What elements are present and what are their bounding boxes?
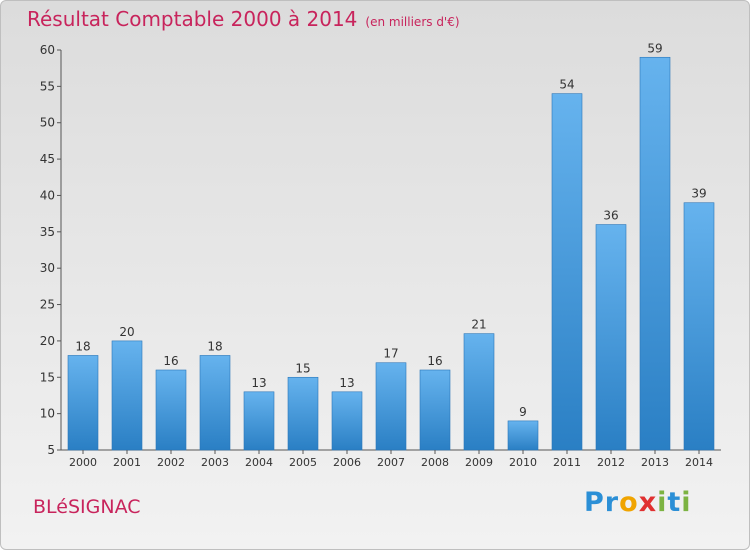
bar-value-label: 18 [75,339,90,353]
bar [683,202,715,451]
bar-value-label: 15 [295,361,310,375]
chart-subtitle: (en milliers d'€) [365,15,460,29]
bar [199,355,231,451]
x-tick-label: 2006 [333,456,361,469]
bar-value-label: 20 [119,325,134,339]
y-tick-label: 60 [40,43,55,57]
x-tick-label: 2011 [553,456,581,469]
x-tick-label: 2012 [597,456,625,469]
bar [463,333,495,451]
y-tick-label: 20 [40,334,55,348]
y-tick-label: 35 [40,225,55,239]
x-tick-label: 2003 [201,456,229,469]
bar-value-label: 36 [603,209,618,223]
bar-value-label: 18 [207,339,222,353]
bar [419,369,451,451]
bar [507,420,539,451]
bar [639,56,671,451]
logo-letter: i [681,487,692,518]
y-tick-label: 50 [40,116,55,130]
bar-value-label: 21 [471,318,486,332]
y-tick-label: 15 [40,370,55,384]
place-name: BLéSIGNAC [33,496,141,518]
bar [67,355,99,451]
logo-letter: i [657,487,668,518]
bar-value-label: 16 [163,354,178,368]
logo-letter: t [667,487,682,518]
bar [155,369,187,451]
logo-letter: o [619,487,639,518]
logo-letter: P [584,487,605,518]
bar-value-label: 13 [339,376,354,390]
x-tick-label: 2007 [377,456,405,469]
bar [331,391,363,451]
bar-value-label: 59 [647,41,662,55]
x-tick-label: 2014 [685,456,713,469]
x-tick-label: 2004 [245,456,273,469]
x-tick-label: 2013 [641,456,669,469]
proxiti-logo: Proxiti [584,487,692,518]
bar [243,391,275,451]
bar [375,362,407,451]
y-tick-label: 45 [40,152,55,166]
bar-value-label: 17 [383,347,398,361]
bar-value-label: 16 [427,354,442,368]
x-tick-label: 2002 [157,456,185,469]
bar-value-label: 9 [519,405,527,419]
chart-title-line: Résultat Comptable 2000 à 2014 (en millie… [27,7,460,31]
bar [551,93,583,451]
x-tick-label: 2005 [289,456,317,469]
y-tick-label: 55 [40,79,55,93]
bar [287,376,319,451]
logo-letter: r [604,487,620,518]
y-tick-label: 25 [40,298,55,312]
bar [111,340,143,451]
x-tick-label: 2009 [465,456,493,469]
y-tick-label: 40 [40,188,55,202]
y-tick-label: 30 [40,261,55,275]
y-tick-label: 10 [40,407,55,421]
x-tick-label: 2008 [421,456,449,469]
logo-letter: x [638,487,658,518]
bar-value-label: 13 [251,376,266,390]
x-tick-label: 2010 [509,456,537,469]
bar-value-label: 54 [559,78,574,92]
chart-title: Résultat Comptable 2000 à 2014 [27,7,358,31]
bar-value-label: 39 [691,187,706,201]
bar [595,224,627,451]
x-tick-label: 2000 [69,456,97,469]
x-tick-label: 2001 [113,456,141,469]
y-tick-label: 5 [47,443,55,457]
